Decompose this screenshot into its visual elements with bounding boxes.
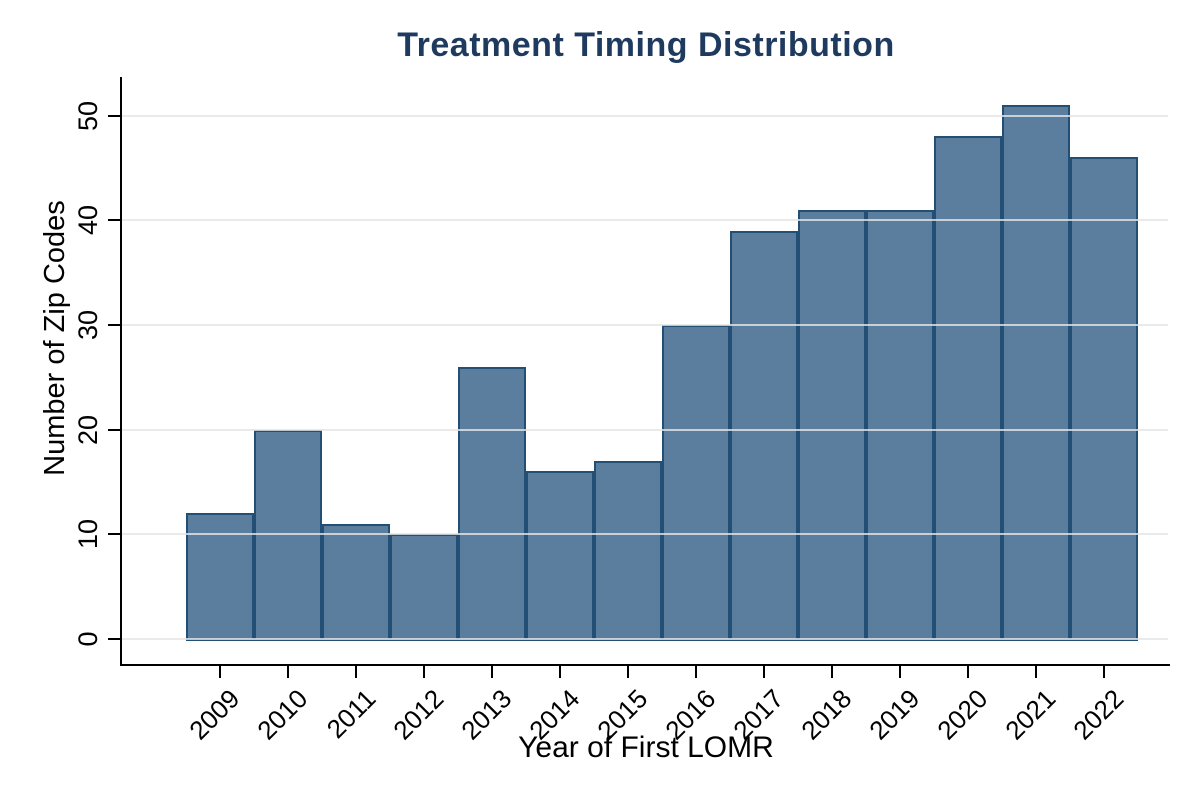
x-tick-2009 [219,666,221,678]
y-axis-line [120,77,122,666]
gridline-20 [122,428,1168,431]
bar-2020 [934,136,1002,641]
x-tick-2021 [1035,666,1037,678]
x-tick-2011 [355,666,357,678]
y-tick-label-50: 50 [72,100,103,131]
gridline-10 [122,533,1168,536]
y-tick-label-10: 10 [72,519,103,550]
bar-2016 [662,324,730,641]
bar-2012 [390,534,458,641]
gridline-30 [122,323,1168,326]
x-tick-2020 [967,666,969,678]
x-tick-2016 [695,666,697,678]
bar-2017 [730,230,798,641]
gridline-50 [122,114,1168,117]
x-tick-2022 [1103,666,1105,678]
y-tick-10 [108,533,120,536]
bar-2013 [458,366,526,641]
bar-2018 [798,209,866,641]
gridline-40 [122,219,1168,222]
y-tick-0 [108,638,120,640]
x-axis-title: Year of First LOMR [518,731,774,764]
x-tick-2013 [491,666,493,678]
bar-2022 [1070,157,1138,641]
y-tick-label-30: 30 [72,309,103,340]
y-tick-label-20: 20 [72,414,103,445]
x-tick-2019 [899,666,901,678]
chart-title: Treatment Timing Distribution [397,26,895,64]
bar-2011 [322,523,390,641]
y-tick-40 [108,219,120,222]
x-tick-2010 [287,666,289,678]
y-tick-20 [108,428,120,431]
x-tick-2012 [423,666,425,678]
bar-2019 [866,209,934,641]
gridline-0 [122,638,1168,640]
x-tick-2015 [627,666,629,678]
y-tick-30 [108,323,120,326]
bar-2021 [1002,105,1070,641]
y-tick-label-40: 40 [72,205,103,236]
x-tick-2017 [763,666,765,678]
x-tick-2014 [559,666,561,678]
y-axis-title: Number of Zip Codes [38,200,71,476]
x-axis-line [120,664,1170,666]
x-tick-2018 [831,666,833,678]
bar-2015 [594,461,662,641]
y-tick-label-0: 0 [72,631,103,647]
bar-2014 [526,471,594,641]
y-tick-50 [108,114,120,117]
